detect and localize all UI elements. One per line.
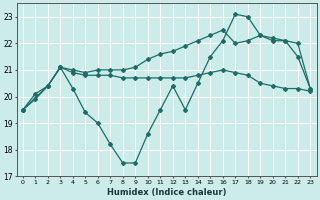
X-axis label: Humidex (Indice chaleur): Humidex (Indice chaleur) [107, 188, 226, 197]
